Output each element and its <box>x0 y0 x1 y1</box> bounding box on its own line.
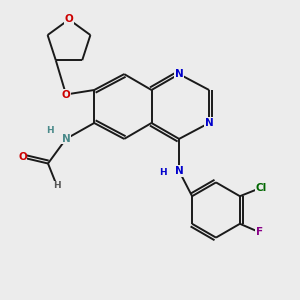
Text: Cl: Cl <box>255 183 266 193</box>
Text: N: N <box>61 134 70 144</box>
Text: O: O <box>61 89 70 100</box>
Text: H: H <box>159 168 167 177</box>
Text: O: O <box>64 14 74 25</box>
Text: H: H <box>53 182 61 190</box>
Text: N: N <box>175 166 184 176</box>
Text: N: N <box>205 118 214 128</box>
Text: H: H <box>46 126 54 135</box>
Text: O: O <box>18 152 27 163</box>
Text: N: N <box>175 69 184 79</box>
Text: F: F <box>256 227 263 237</box>
